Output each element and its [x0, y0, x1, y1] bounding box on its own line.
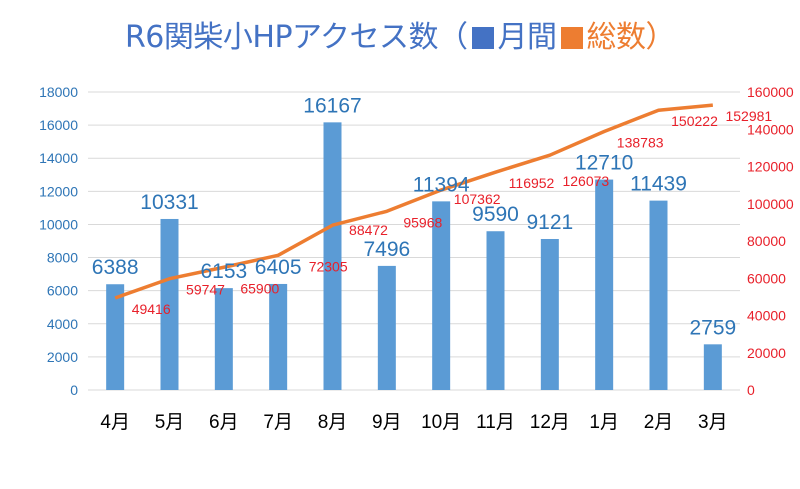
bar-value-label: 6388 [92, 256, 139, 279]
bar-value-label: 9121 [526, 211, 573, 234]
title-text: R6関柴小HPアクセス数（ [124, 20, 468, 55]
y-left-tick-label: 0 [70, 382, 78, 398]
y-right-tick-label: 120000 [747, 159, 794, 175]
x-tick-label: 5月 [155, 412, 185, 433]
x-tick-label: 6月 [209, 412, 239, 433]
chart-title: R6関柴小HPアクセス数（ 月間 総数） [0, 12, 800, 56]
y-left-tick-label: 4000 [47, 316, 78, 332]
x-tick-label: 12月 [530, 412, 570, 433]
title-close: ） [645, 20, 676, 55]
y-right-tick-label: 60000 [747, 270, 786, 286]
bar-value-label: 11439 [630, 173, 687, 196]
total-value-label: 49416 [132, 301, 171, 317]
bar-value-label: 7496 [363, 238, 410, 261]
y-left-tick-label: 12000 [39, 183, 78, 199]
bar-value-label: 6153 [200, 260, 247, 283]
x-tick-label: 2月 [644, 412, 674, 433]
x-tick-label: 4月 [100, 412, 130, 433]
x-tick-label: 9月 [372, 412, 402, 433]
x-tick-label: 10月 [421, 412, 461, 433]
total-value-label: 95968 [403, 214, 442, 230]
bar-value-label: 11394 [413, 173, 470, 196]
bar-3月 [703, 344, 722, 390]
bar-9月 [377, 265, 396, 390]
bar-5月 [160, 218, 179, 390]
bar-10月 [432, 201, 451, 390]
x-tick-label: 1月 [589, 412, 619, 433]
bar-8月 [323, 122, 342, 390]
bar-value-label: 2759 [689, 316, 736, 339]
legend-swatch-total [560, 27, 583, 49]
bar-12月 [540, 238, 559, 390]
total-value-label: 126073 [562, 173, 609, 189]
bar-1月 [595, 179, 614, 390]
y-left-tick-label: 18000 [39, 84, 78, 100]
bar-7月 [269, 283, 288, 390]
y-left-tick-label: 8000 [47, 250, 78, 266]
total-line [114, 103, 713, 300]
y-right-tick-label: 40000 [747, 308, 786, 324]
total-value-label: 88472 [349, 222, 388, 238]
x-tick-label: 7月 [263, 412, 293, 433]
bar-value-label: 9590 [472, 203, 519, 226]
total-value-label: 65900 [240, 280, 279, 296]
bar-value-label: 6405 [255, 256, 302, 279]
y-right-tick-label: 80000 [747, 233, 786, 249]
bar-value-label: 10331 [140, 191, 198, 214]
total-value-label: 150222 [671, 113, 718, 129]
y-left-tick-label: 14000 [39, 150, 78, 166]
bar-6月 [214, 288, 233, 390]
bar-value-label: 12710 [575, 152, 633, 175]
x-tick-label: 3月 [698, 412, 728, 433]
y-right-tick-label: 20000 [747, 345, 786, 361]
legend-swatch-monthly [471, 27, 494, 49]
total-value-label: 152981 [725, 108, 772, 124]
y-left-tick-label: 6000 [47, 283, 78, 299]
y-right-tick-label: 140000 [747, 121, 794, 137]
legend-label-monthly: 月間 [497, 20, 558, 55]
total-value-label: 138783 [617, 135, 664, 151]
x-tick-label: 11月 [476, 412, 515, 433]
bar-value-label: 16167 [303, 94, 361, 117]
total-value-label: 72305 [309, 258, 348, 274]
x-tick-label: 8月 [318, 412, 348, 433]
y-right-tick-label: 0 [747, 382, 755, 398]
y-right-tick-label: 160000 [747, 84, 794, 100]
y-left-tick-label: 16000 [39, 117, 78, 133]
bar-2月 [649, 200, 668, 390]
y-left-tick-label: 10000 [39, 216, 78, 232]
y-right-tick-label: 100000 [747, 196, 794, 212]
bar-11月 [486, 231, 505, 390]
bar-4月 [106, 284, 125, 390]
total-value-label: 116952 [509, 175, 555, 191]
total-value-label: 107362 [454, 191, 501, 207]
y-left-tick-label: 2000 [47, 349, 78, 365]
total-value-label: 59747 [186, 282, 225, 298]
legend-label-total: 総数 [586, 20, 647, 55]
